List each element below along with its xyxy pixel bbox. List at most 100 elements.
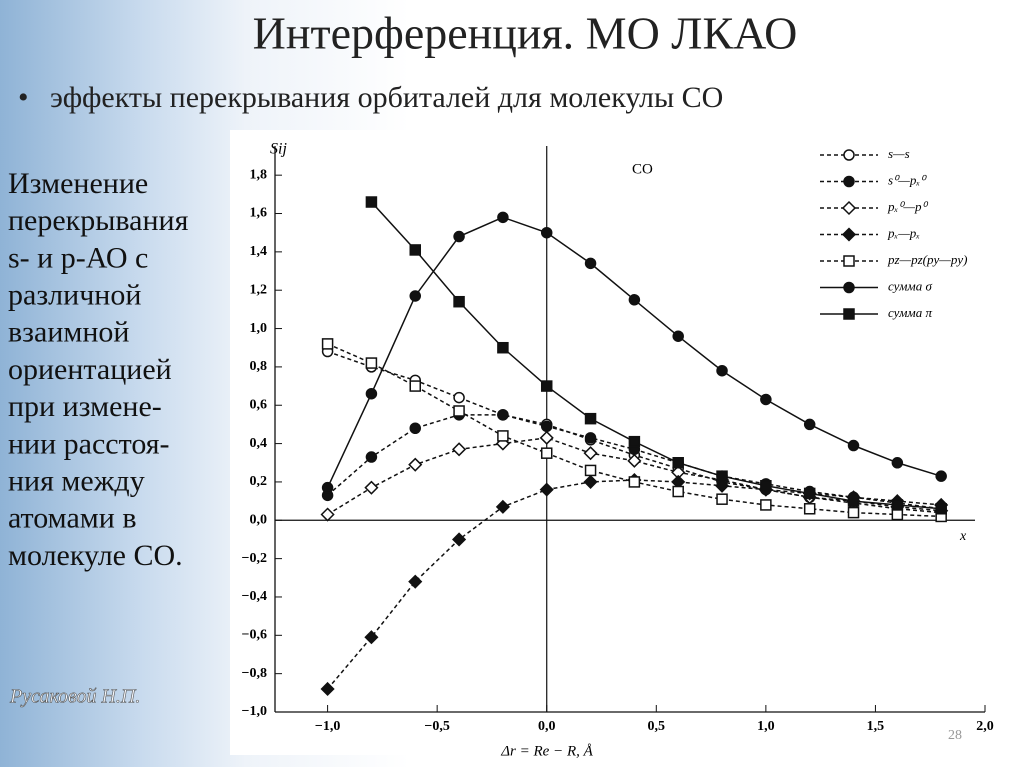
y-tick-label: −0,4 bbox=[242, 589, 267, 604]
marker bbox=[320, 507, 335, 522]
marker bbox=[583, 474, 598, 489]
marker bbox=[497, 409, 509, 421]
series-line bbox=[370, 201, 942, 510]
x-axis-label: Δr = Re − R, Å bbox=[500, 743, 593, 759]
marker bbox=[540, 420, 553, 433]
side-text-line: Изменение bbox=[8, 167, 148, 200]
y-tick-label: 0,6 bbox=[250, 397, 268, 412]
chart-title: CO bbox=[632, 161, 653, 177]
marker bbox=[365, 196, 378, 208]
marker bbox=[321, 338, 334, 350]
x-tick-label: −0,5 bbox=[424, 719, 449, 734]
y-tick-label: 1,2 bbox=[250, 282, 268, 297]
slide-title: Интерференция. МО ЛКАО bbox=[253, 8, 798, 59]
marker bbox=[539, 482, 554, 497]
marker bbox=[408, 457, 423, 472]
marker bbox=[847, 439, 860, 452]
legend-marker bbox=[841, 200, 857, 216]
marker bbox=[365, 451, 378, 463]
marker bbox=[847, 495, 860, 507]
marker bbox=[540, 226, 553, 239]
marker bbox=[453, 295, 465, 308]
marker bbox=[495, 499, 510, 514]
x-tick-label: 0,5 bbox=[648, 719, 666, 734]
y-tick-label: 1,0 bbox=[250, 321, 268, 336]
marker bbox=[891, 457, 904, 469]
legend-label: сумма π bbox=[888, 305, 932, 320]
side-text-line: при измене- bbox=[8, 390, 162, 423]
marker bbox=[453, 391, 465, 404]
legend-label: pₓ—pₓ bbox=[887, 225, 920, 240]
page-number: 28 bbox=[948, 728, 962, 743]
marker bbox=[365, 357, 378, 369]
marker bbox=[935, 503, 947, 515]
marker bbox=[672, 485, 684, 498]
legend-marker bbox=[843, 281, 855, 294]
bullet-text: эффекты перекрывания орбиталей для молек… bbox=[50, 81, 723, 114]
legend-label: pₓ⁰—p⁰ bbox=[887, 199, 928, 214]
marker bbox=[584, 464, 597, 477]
side-text-line: перекрывания bbox=[8, 204, 189, 237]
marker bbox=[539, 430, 554, 445]
marker bbox=[540, 380, 553, 392]
side-text-line: ориентацией bbox=[8, 353, 172, 386]
marker bbox=[453, 230, 465, 243]
side-text-line: молекуле CO. bbox=[8, 539, 183, 572]
legend-label: s—s bbox=[888, 146, 910, 161]
y-tick-label: 0,8 bbox=[250, 359, 268, 374]
marker bbox=[583, 446, 598, 461]
marker bbox=[453, 405, 465, 417]
marker bbox=[891, 508, 904, 521]
marker bbox=[540, 447, 553, 459]
marker bbox=[497, 211, 509, 224]
marker bbox=[321, 481, 334, 494]
marker bbox=[803, 503, 816, 515]
y-axis-label: Sij bbox=[270, 141, 287, 158]
marker bbox=[716, 364, 728, 377]
legend-label: сумма σ bbox=[888, 278, 932, 293]
legend-label: s⁰—pₓ⁰ bbox=[888, 172, 927, 187]
marker bbox=[847, 506, 860, 519]
marker bbox=[714, 478, 730, 493]
x-tick-label: −1,0 bbox=[315, 719, 340, 734]
side-text-line: атомами в bbox=[8, 502, 136, 535]
marker bbox=[891, 499, 904, 511]
y-tick-label: −0,6 bbox=[242, 628, 267, 643]
marker bbox=[672, 457, 684, 469]
legend-marker bbox=[843, 175, 855, 188]
side-text-line: ния между bbox=[8, 464, 145, 497]
marker bbox=[672, 330, 684, 342]
marker bbox=[409, 380, 421, 392]
side-text-line: различной bbox=[8, 278, 141, 311]
x-tick-label: 1,5 bbox=[867, 719, 885, 734]
marker bbox=[803, 487, 816, 500]
marker bbox=[497, 341, 509, 354]
marker bbox=[364, 630, 379, 645]
side-text-line: нии расстоя- bbox=[8, 427, 170, 460]
marker bbox=[628, 435, 641, 448]
legend-label: pz—pz(py—py) bbox=[887, 252, 967, 267]
bullet-dot: • bbox=[18, 81, 29, 114]
marker bbox=[716, 470, 728, 482]
chart-background bbox=[230, 130, 1000, 755]
y-tick-label: 1,6 bbox=[250, 206, 268, 221]
signature: Русаковой Н.П. bbox=[9, 686, 140, 708]
y-tick-label: −0,8 bbox=[242, 666, 267, 681]
marker bbox=[497, 430, 509, 442]
marker bbox=[584, 257, 597, 270]
marker bbox=[760, 393, 772, 406]
side-text-line: взаимной bbox=[8, 316, 129, 349]
marker bbox=[627, 453, 642, 468]
side-text-line: s- и p-АО с bbox=[8, 241, 148, 274]
marker bbox=[409, 244, 421, 256]
marker bbox=[628, 294, 641, 306]
marker bbox=[452, 442, 467, 457]
legend-marker bbox=[841, 227, 857, 242]
marker bbox=[935, 470, 947, 482]
marker bbox=[320, 681, 335, 697]
y-tick-label: −0,2 bbox=[242, 551, 267, 566]
y-tick-label: 1,4 bbox=[250, 244, 268, 259]
x-tick-label: 2,0 bbox=[976, 719, 994, 734]
legend-marker bbox=[843, 149, 855, 161]
marker bbox=[409, 290, 421, 302]
